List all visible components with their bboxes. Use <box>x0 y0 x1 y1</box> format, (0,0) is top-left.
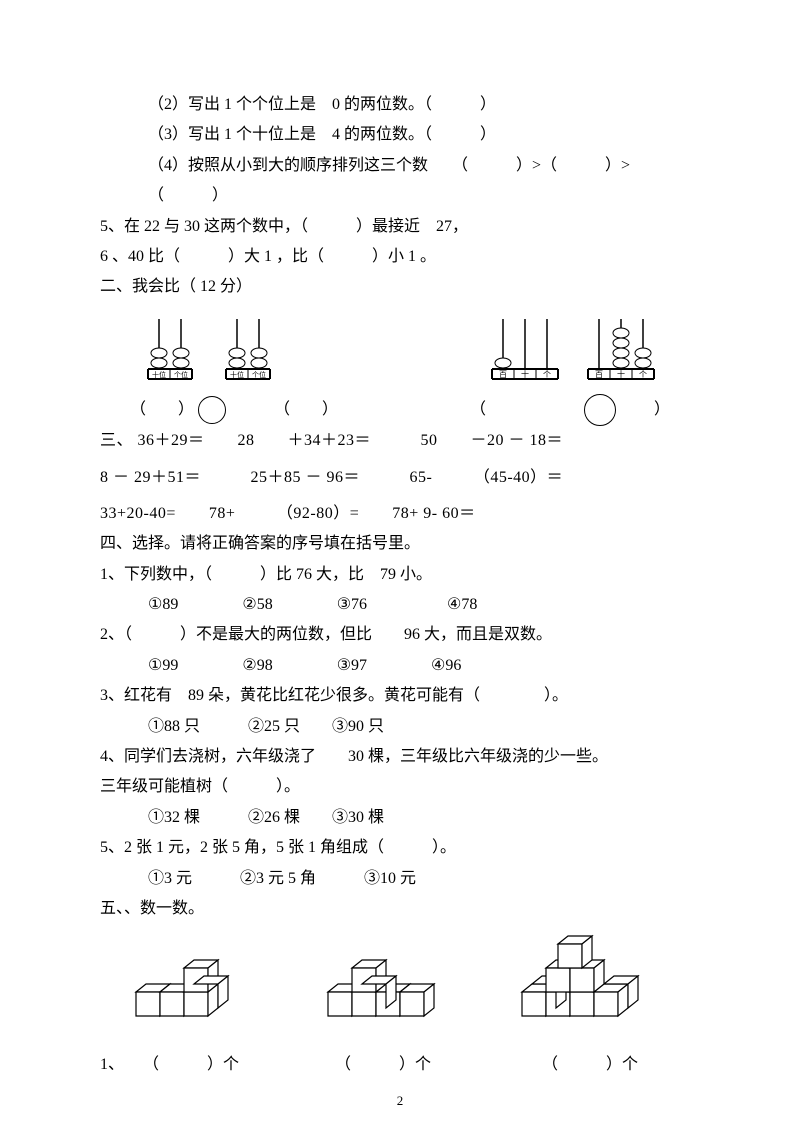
svg-text:个: 个 <box>543 370 551 379</box>
svg-text:十位: 十位 <box>230 370 244 379</box>
blank-1: （ ） <box>130 395 194 425</box>
svg-text:百: 百 <box>595 370 603 379</box>
section-2-title: 二、我会比（ 12 分） <box>100 272 700 302</box>
q4-1: 1、下列数中，（ ）比 76 大，比 79 小。 <box>100 560 700 590</box>
q4-3: 3、红花有 89 朵，黄花比红花少很多。黄花可能有（ ）。 <box>100 681 700 711</box>
question-2: （2）写出 1 个个位上是 0 的两位数。（ ） <box>100 90 700 120</box>
q4-2: 2、（ ）不是最大的两位数，但比 96 大，而且是双数。 <box>100 620 700 650</box>
svg-text:个位: 个位 <box>174 370 188 379</box>
svg-text:十: 十 <box>521 369 529 379</box>
q4-4: 4、同学们去浇树，六年级浇了 30 棵，三年级比六年级浇的少一些。 <box>100 742 700 772</box>
cube-caption-3: （ ）个 <box>510 1046 670 1080</box>
abacus-2: 十位 个位 <box>218 309 278 392</box>
cube-caption-2: （ ）个 <box>308 1046 458 1080</box>
cube-figure-2: （ ）个 <box>308 944 458 1080</box>
q4-4-options: ①32 棵 ②26 棵 ③30 棵 <box>100 803 700 833</box>
section-5-title: 五、、数一数。 <box>100 894 700 924</box>
question-3: （3）写出 1 个十位上是 4 的两位数。（ ） <box>100 120 700 150</box>
section-3-line-1: 三、 36＋29＝ 28 ＋34＋23＝ 50 －20 － 18＝ <box>100 426 700 456</box>
cube-caption-1: （ ）个 <box>126 1046 256 1080</box>
section-4-title: 四、选择。请将正确答案的序号填在括号里。 <box>100 529 700 559</box>
abacus-4: 百 十 个 <box>582 309 660 392</box>
svg-text:十位: 十位 <box>152 370 166 379</box>
svg-text:个位: 个位 <box>252 370 266 379</box>
compare-blanks: （ ） （ ） （ ） <box>100 394 700 426</box>
q4-4b: 三年级可能植树（ ）。 <box>100 772 700 802</box>
question-5: 5、在 22 与 30 这两个数中，（ ）最接近 27， <box>100 212 700 242</box>
svg-text:十: 十 <box>617 369 625 379</box>
q4-5: 5、2 张 1 元，2 张 5 角，5 张 1 角组成（ ）。 <box>100 833 700 863</box>
svg-text:个: 个 <box>639 370 647 379</box>
q4-5-options: ①3 元 ②3 元 5 角 ③10 元 <box>100 864 700 894</box>
compare-circle-1 <box>198 396 226 424</box>
section-3-line-3: 33+20-40= 78+ （92-80）= 78+ 9- 60＝ <box>100 499 700 529</box>
q4-3-options: ①88 只 ②25 只 ③90 只 <box>100 712 700 742</box>
blank-3: （ <box>470 395 486 425</box>
question-6: 6 、40 比（ ）大 1 ，比（ ）小 1 。 <box>100 242 700 272</box>
cube-figure-1: （ ）个 <box>126 944 256 1080</box>
blank-4: ） <box>654 395 670 425</box>
question-4: （4）按照从小到大的顺序排列这三个数 （ ）>（ ）>（ ） <box>100 151 700 212</box>
five-1-label: 1、 <box>100 1050 120 1080</box>
q4-1-options: ①89 ②58 ③76 ④78 <box>100 590 700 620</box>
page-number: 2 <box>0 1089 800 1114</box>
blank-2: （ ） <box>274 395 338 425</box>
section-3-line-2: 8 － 29＋51＝ 25＋85 － 96＝ 65- （45-40）＝ <box>100 463 700 493</box>
cube-figure-3: （ ）个 <box>510 924 670 1080</box>
abacus-row: 十位 个位 十位 个位 <box>100 303 700 394</box>
svg-text:百: 百 <box>499 370 507 379</box>
compare-circle-2 <box>584 394 616 426</box>
q4-2-options: ①99 ②98 ③97 ④96 <box>100 651 700 681</box>
abacus-3: 百 十 个 <box>486 309 564 392</box>
abacus-1: 十位 个位 <box>140 309 200 392</box>
